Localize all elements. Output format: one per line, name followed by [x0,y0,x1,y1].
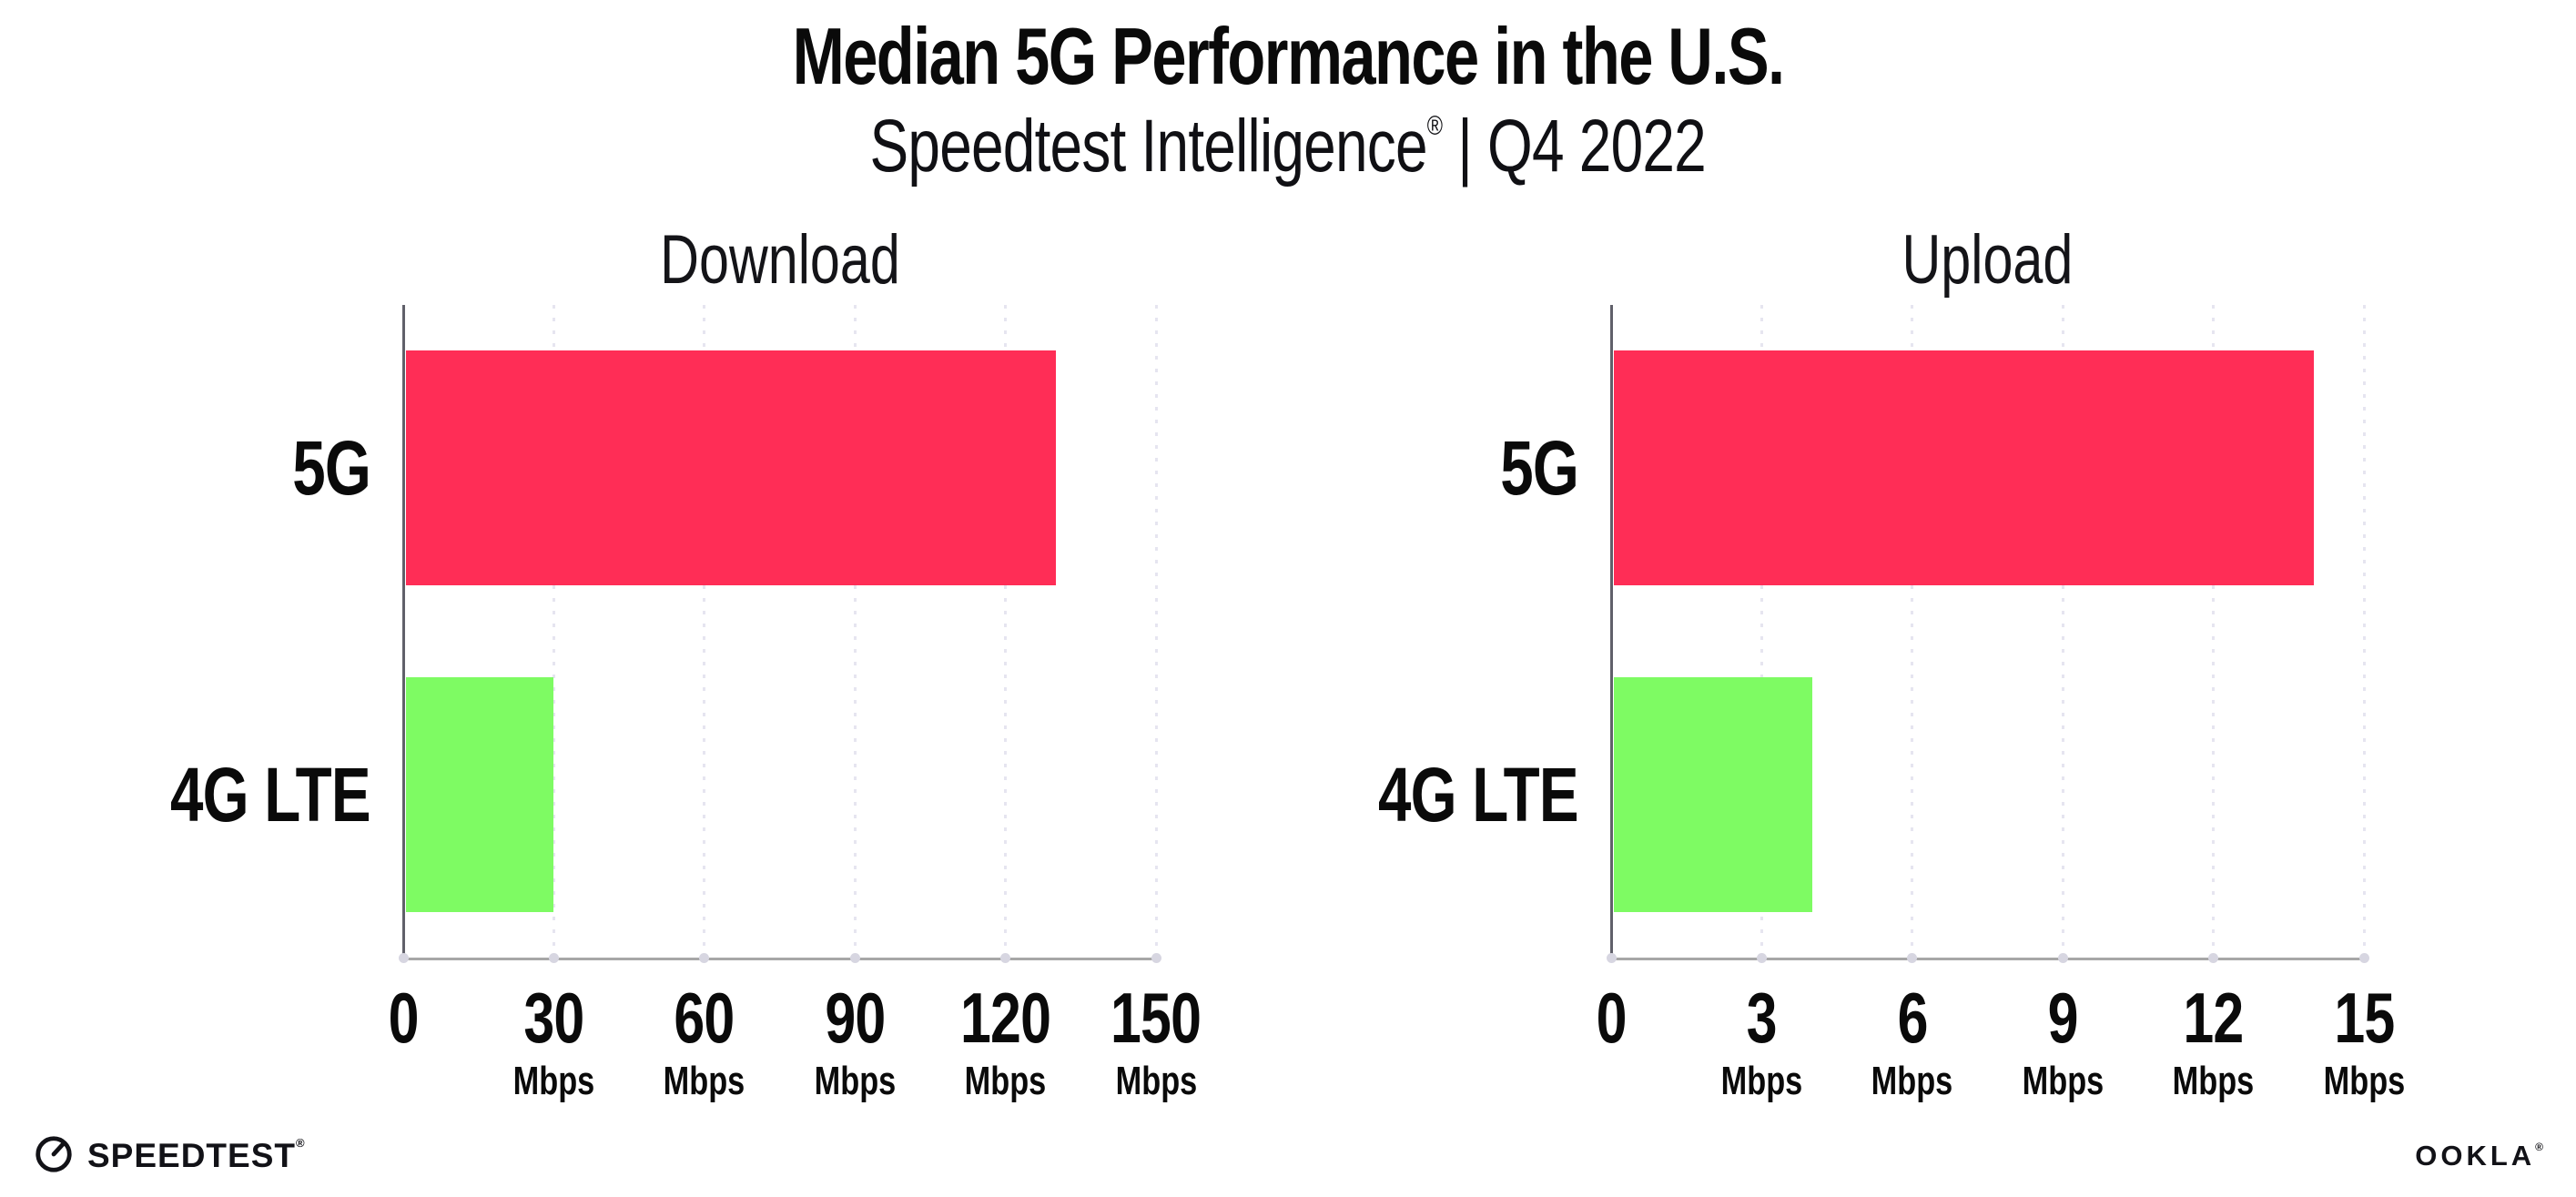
gridline [1760,305,1763,958]
upload-chart-title: Upload [1902,221,2074,299]
axis-tick-dot [699,953,710,963]
tick-label: 90 Mbps [718,978,991,1103]
subtitle-period: | Q4 2022 [1442,105,1707,188]
tick-unit: Mbps [2323,1058,2405,1103]
axis-tick-dot [398,953,409,963]
tick-value: 0 [1596,978,1627,1058]
tick-value: 90 [825,978,886,1058]
download-chart: Download 0 30 Mbps 60 Mbps 90 Mbps 120 Mbps 150 Mb… [170,0,1202,1197]
download-plot-area [398,305,1161,963]
tick-unit: Mbps [1115,1058,1197,1103]
tick-unit: Mbps [2172,1058,2255,1103]
tick-value: 60 [674,978,735,1058]
tick-value: 120 [960,978,1051,1058]
bar-4g-lte [406,676,554,912]
subtitle-product: Speedtest Intelligence [869,105,1428,188]
tick-value: 3 [1746,978,1778,1058]
axis-tick-dot [1907,953,1918,963]
tick-label: 6 Mbps [1776,978,2049,1103]
tick-label: 60 Mbps [568,978,841,1103]
registered-mark: ® [1427,111,1443,141]
tick-value: 30 [523,978,584,1058]
tick-label: 30 Mbps [417,978,690,1103]
tick-label: 120 Mbps [869,978,1142,1103]
axis-tick-dot [849,953,860,963]
tick-value: 12 [2183,978,2245,1058]
tick-unit: Mbps [964,1058,1047,1103]
gridline [1154,305,1158,958]
tick-unit: Mbps [1720,1058,1803,1103]
gridline [1004,305,1008,958]
tick-value: 9 [2047,978,2079,1058]
tick-unit: Mbps [663,1058,745,1103]
gridline [1911,305,1914,958]
axis-tick-dot [2208,953,2219,963]
gridline [2212,305,2216,958]
y-axis-line [1610,305,1613,960]
category-label-5g: 5G [1500,425,1579,512]
ookla-wordmark: OOKLA [2415,1140,2536,1172]
category-label-4g-lte: 4G LTE [1378,751,1579,837]
upload-plot-area [1606,305,2369,963]
axis-tick-dot [1000,953,1011,963]
tick-unit: Mbps [1871,1058,1953,1103]
tick-label: 0 [1475,978,1748,1058]
gridline [853,305,857,958]
speedtest-registered-mark: ® [296,1136,306,1150]
axis-tick-dot [1756,953,1767,963]
gridline [2362,305,2366,958]
gridline [703,305,706,958]
tick-label: 12 Mbps [2077,978,2350,1103]
category-label-4g-lte: 4G LTE [170,751,371,837]
speedtest-logo: SPEEDTEST® [33,1132,306,1179]
tick-unit: Mbps [2022,1058,2104,1103]
axis-tick-dot [1606,953,1617,963]
tick-unit: Mbps [814,1058,896,1103]
download-chart-title: Download [659,221,900,299]
gridline [2061,305,2064,958]
tick-label: 150 Mbps [1019,978,1293,1103]
tick-value: 6 [1897,978,1928,1058]
tick-label: 3 Mbps [1625,978,1898,1103]
axis-tick-dot [2358,953,2369,963]
x-axis-line [1609,958,2368,960]
axis-tick-dot [548,953,559,963]
axis-tick-dot [2057,953,2068,963]
speedtest-wordmark: SPEEDTEST [87,1137,296,1174]
upload-chart: Upload 0 3 Mbps 6 Mbps 9 Mbps 12 Mbps 15 Mbps 5G 4G … [1378,0,2405,1197]
bar-4g-lte [1614,676,1812,912]
tick-unit: Mbps [512,1058,595,1103]
tick-label: 9 Mbps [1926,978,2199,1103]
bar-5g [406,350,1056,586]
tick-label: 15 Mbps [2227,978,2500,1103]
axis-tick-dot [1151,953,1161,963]
tick-value: 15 [2333,978,2395,1058]
page-subtitle: Speedtest Intelligence® | Q4 2022 [0,107,2576,186]
tick-value: 0 [388,978,419,1058]
tick-label: 0 [267,978,540,1058]
category-label-5g: 5G [292,425,371,512]
gridline [552,305,555,958]
page-title: Median 5G Performance in the U.S. [792,11,1785,101]
x-axis-line [401,958,1160,960]
y-axis-line [402,305,405,960]
speedtest-gauge-icon [33,1132,75,1179]
ookla-registered-mark: ® [2535,1141,2543,1153]
bar-5g [1614,350,2314,586]
ookla-logo: OOKLA® [2415,1140,2543,1172]
tick-value: 150 [1111,978,1202,1058]
